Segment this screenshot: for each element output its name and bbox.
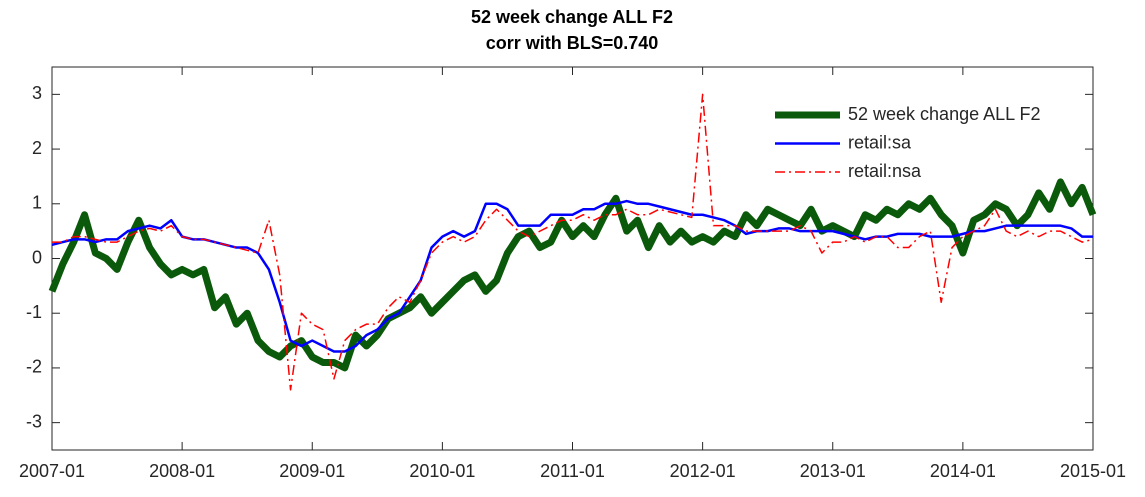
x-tick-label: 2011-01 <box>540 461 605 481</box>
y-tick-label: 0 <box>32 247 42 267</box>
plot-frame <box>51 66 1094 451</box>
y-tick-label: -2 <box>26 357 42 377</box>
series-line <box>48 178 1097 372</box>
y-tick-label: 1 <box>32 193 42 213</box>
x-tick-label: 2012-01 <box>670 461 736 481</box>
x-tick-label: 2009-01 <box>279 461 345 481</box>
chart-title: 52 week change ALL F2 <box>471 7 673 27</box>
x-tick-label: 2010-01 <box>409 461 475 481</box>
series-line <box>52 93 1094 391</box>
x-tick-label: 2008-01 <box>149 461 215 481</box>
x-tick-label: 2014-01 <box>930 461 996 481</box>
legend-label: retail:nsa <box>848 161 922 181</box>
chart-subtitle: corr with BLS=0.740 <box>486 33 659 53</box>
y-tick-label: 2 <box>32 138 42 158</box>
y-tick-label: 3 <box>32 83 42 103</box>
y-tick-label: -1 <box>26 302 42 322</box>
x-tick-label: 2015-01 <box>1060 461 1126 481</box>
x-tick-label: 2007-01 <box>19 461 85 481</box>
y-tick-label: -3 <box>26 411 42 431</box>
x-tick-label: 2013-01 <box>800 461 866 481</box>
legend-label: 52 week change ALL F2 <box>848 104 1040 124</box>
legend-label: retail:sa <box>848 132 912 152</box>
